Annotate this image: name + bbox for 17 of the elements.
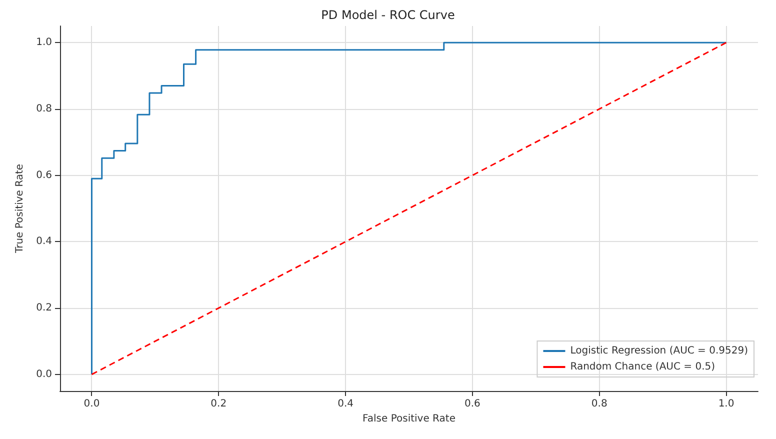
x-tick-label: 0.4	[338, 398, 354, 410]
y-tick-label: 0.6	[36, 170, 52, 181]
legend-label: Random Chance (AUC = 0.5)	[570, 362, 716, 372]
chart-title: PD Model - ROC Curve	[321, 8, 455, 22]
x-tick-label: 0.2	[210, 398, 227, 410]
x-tick-label: 1.0	[718, 398, 734, 410]
x-axis-title: False Positive Rate	[362, 413, 456, 424]
y-axis-title: True Positive Rate	[14, 164, 26, 254]
y-tick-label: 0.4	[36, 236, 52, 248]
y-tick-label: 0.8	[36, 103, 52, 114]
x-tick-label: 0.8	[591, 398, 608, 410]
y-tick-label: 1.0	[36, 37, 52, 48]
legend-label: Logistic Regression (AUC = 0.9529)	[570, 346, 748, 356]
x-tick-label: 0.6	[464, 398, 480, 410]
x-tick-label: 0.0	[84, 398, 100, 410]
y-tick-label: 0.2	[36, 302, 52, 314]
y-tick-label: 0.0	[36, 368, 52, 380]
